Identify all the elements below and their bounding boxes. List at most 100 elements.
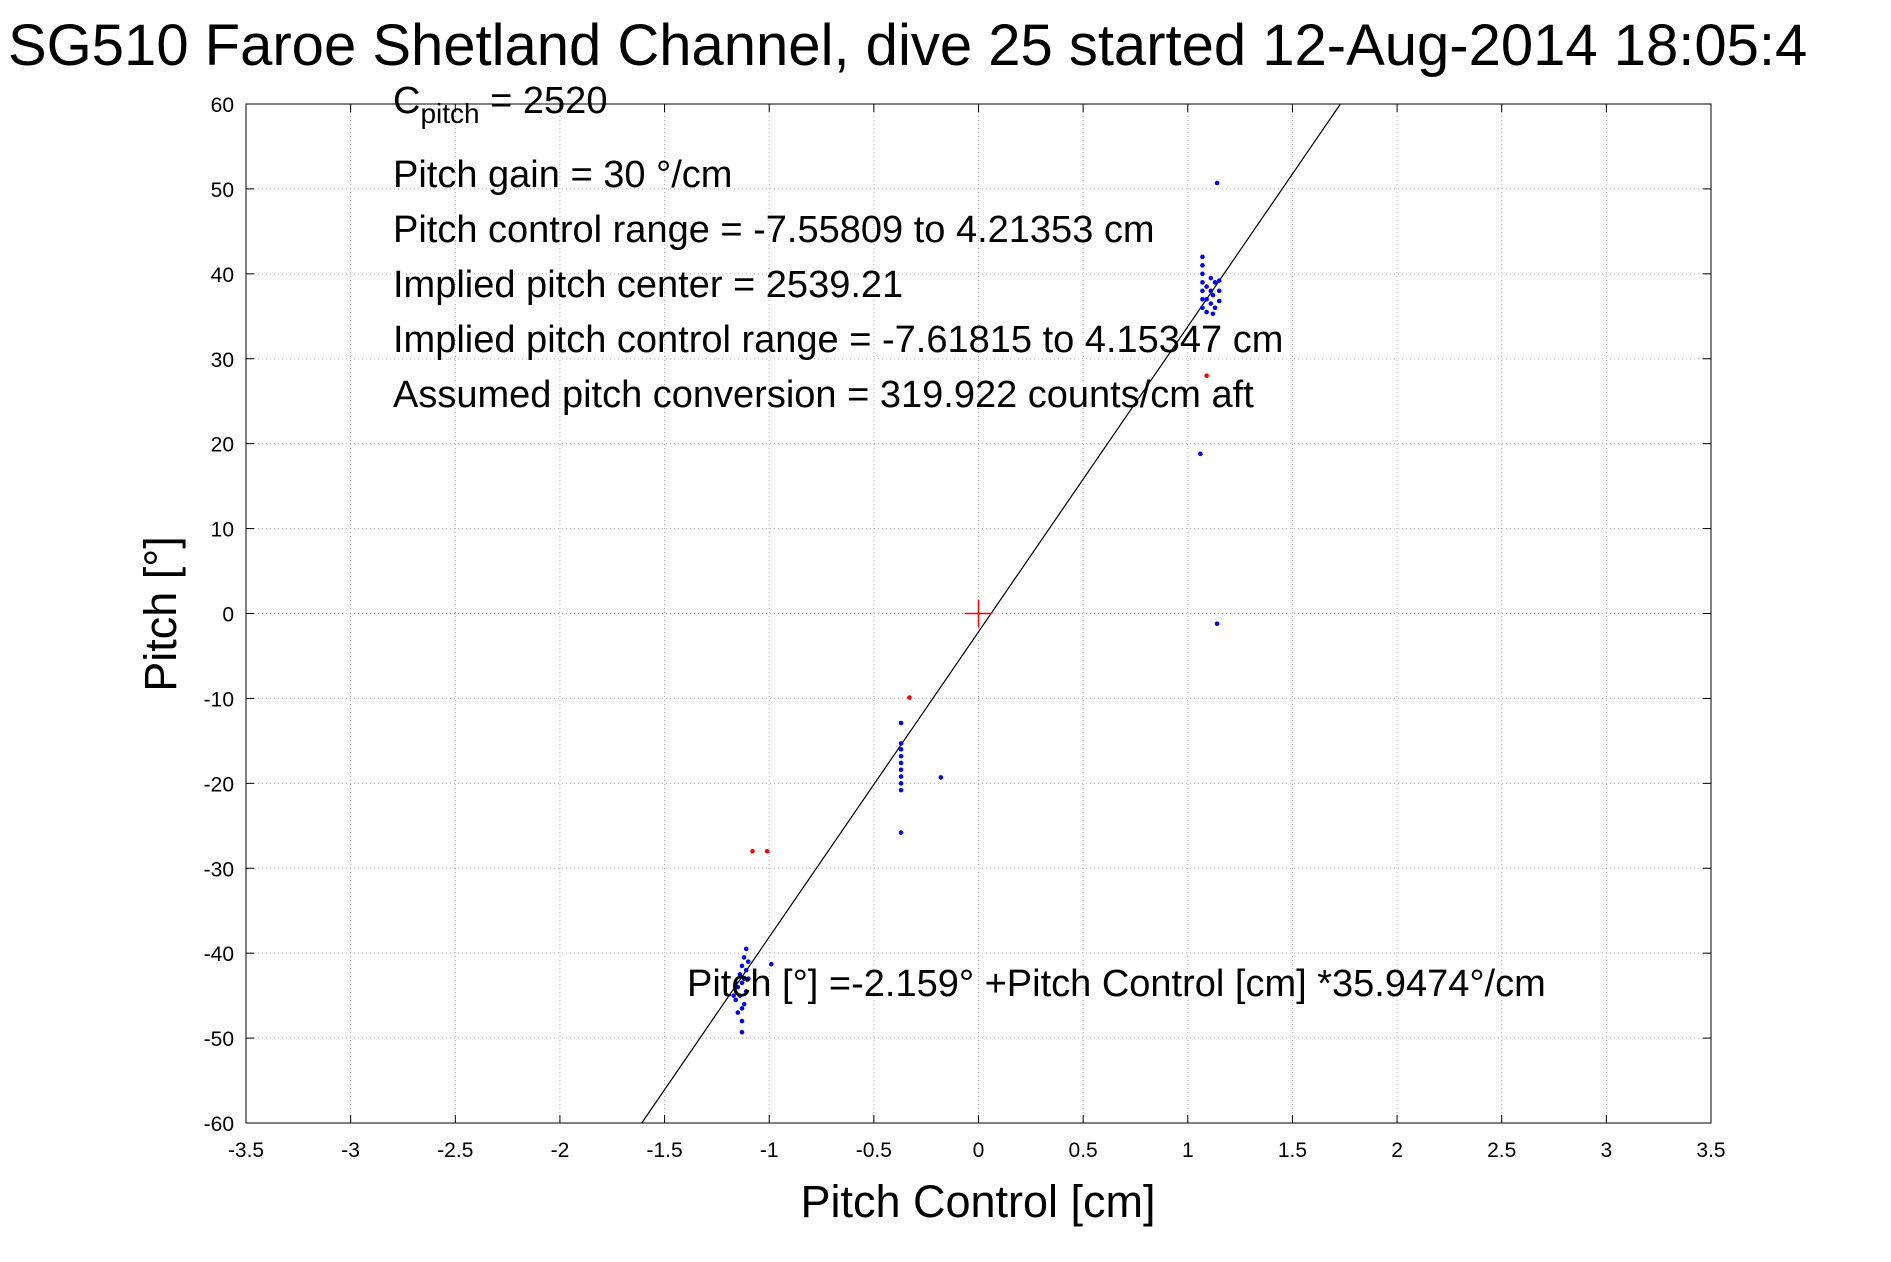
axis-ticks: -3.5 -3 -2.5 -2 -1.5 -1 -0.5 0 0.5 1 1.5 2 2.5 3 3.5 60… bbox=[204, 94, 1726, 1162]
data-point bbox=[739, 1018, 745, 1024]
data-point bbox=[743, 946, 749, 952]
c-pitch-subscript: pitch bbox=[420, 98, 480, 129]
x-tick-label: -1 bbox=[760, 1139, 779, 1162]
x-tick-label: -3.5 bbox=[228, 1139, 264, 1162]
data-point bbox=[750, 848, 755, 854]
data-point bbox=[1200, 280, 1205, 285]
c-pitch-symbol: C bbox=[393, 80, 421, 122]
data-point bbox=[1210, 311, 1216, 317]
y-tick-label: 10 bbox=[211, 519, 234, 542]
data-point bbox=[1200, 271, 1205, 277]
data-point bbox=[898, 830, 904, 835]
x-tick-label: -0.5 bbox=[856, 1139, 892, 1162]
data-point bbox=[733, 997, 739, 1003]
data-point bbox=[1200, 254, 1205, 260]
pitch-gain-annotation: Pitch gain = 30 °/cm bbox=[393, 154, 733, 196]
x-tick-label: 1 bbox=[1182, 1139, 1194, 1162]
data-point bbox=[735, 1010, 741, 1015]
data-point bbox=[898, 747, 904, 752]
implied-center-annotation: Implied pitch center = 2539.21 bbox=[393, 264, 904, 306]
data-point bbox=[739, 1006, 745, 1011]
data-point bbox=[739, 980, 745, 986]
x-tick-label: -1.5 bbox=[646, 1139, 682, 1162]
x-tick-label: 2 bbox=[1391, 1139, 1403, 1162]
data-point bbox=[907, 695, 912, 700]
data-point bbox=[1198, 451, 1203, 457]
chart-title: SG510 Faroe Shetland Channel, dive 25 st… bbox=[8, 13, 1808, 78]
data-point bbox=[764, 848, 770, 854]
y-axis-label: Pitch [°] bbox=[135, 536, 186, 692]
x-tick-label: -3 bbox=[341, 1139, 360, 1162]
data-point bbox=[1200, 305, 1205, 311]
data-point bbox=[898, 767, 904, 773]
data-point bbox=[745, 959, 751, 964]
data-point bbox=[1214, 621, 1220, 626]
data-points bbox=[731, 180, 1222, 1035]
x-tick-label: 2.5 bbox=[1487, 1139, 1516, 1162]
data-point bbox=[743, 967, 749, 973]
x-axis-label: Pitch Control [cm] bbox=[800, 1176, 1155, 1227]
y-tick-label: 40 bbox=[211, 264, 234, 287]
data-point bbox=[739, 963, 745, 969]
implied-range-annotation: Implied pitch control range = -7.61815 t… bbox=[393, 319, 1284, 361]
data-point bbox=[731, 993, 736, 998]
fit-equation-annotation: Pitch [°] =-2.159° +Pitch Control [cm] *… bbox=[687, 963, 1546, 1005]
data-point bbox=[1208, 301, 1214, 306]
data-point bbox=[1216, 278, 1222, 283]
data-point bbox=[745, 976, 751, 981]
data-point bbox=[1214, 180, 1220, 186]
y-tick-label: 0 bbox=[222, 604, 234, 627]
data-point bbox=[1216, 298, 1222, 304]
data-point bbox=[737, 993, 743, 998]
y-tick-label: 20 bbox=[211, 434, 234, 457]
y-tick-label: 50 bbox=[211, 179, 234, 202]
data-point bbox=[1210, 292, 1216, 298]
x-tick-label: 0 bbox=[973, 1139, 985, 1162]
x-tick-label: -2.5 bbox=[437, 1139, 473, 1162]
y-tick-label: -50 bbox=[204, 1028, 234, 1051]
data-point bbox=[1204, 284, 1209, 289]
center-marker bbox=[964, 599, 993, 628]
x-tick-label: 3 bbox=[1601, 1139, 1613, 1162]
data-point bbox=[1204, 297, 1209, 302]
data-point bbox=[898, 781, 904, 786]
x-tick-label: 3.5 bbox=[1696, 1139, 1725, 1162]
y-tick-label: -10 bbox=[204, 688, 234, 711]
data-point bbox=[898, 774, 904, 779]
data-point bbox=[1208, 275, 1214, 281]
data-point bbox=[1200, 263, 1205, 268]
data-point bbox=[743, 989, 749, 994]
data-point bbox=[739, 1029, 745, 1035]
data-point bbox=[733, 980, 739, 986]
c-pitch-annotation: Cpitch = 2520 bbox=[393, 80, 607, 130]
data-point bbox=[769, 961, 774, 967]
data-point bbox=[898, 760, 904, 766]
data-point bbox=[898, 720, 904, 726]
data-point bbox=[1216, 288, 1222, 294]
data-point bbox=[1204, 373, 1209, 379]
c-pitch-value: = 2520 bbox=[479, 80, 608, 122]
data-point bbox=[735, 984, 741, 990]
control-range-annotation: Pitch control range = -7.55809 to 4.2135… bbox=[393, 209, 1155, 251]
data-point bbox=[1200, 288, 1205, 294]
data-point bbox=[1200, 297, 1205, 302]
y-tick-label: -60 bbox=[204, 1113, 234, 1136]
data-point bbox=[898, 787, 904, 793]
data-point bbox=[741, 955, 747, 960]
x-tick-label: 1.5 bbox=[1278, 1139, 1307, 1162]
y-tick-label: 60 bbox=[211, 94, 234, 117]
data-point bbox=[938, 775, 944, 780]
data-point bbox=[741, 1001, 747, 1007]
grid-lines bbox=[245, 103, 1712, 1124]
data-point bbox=[898, 753, 904, 759]
x-tick-label: -2 bbox=[551, 1139, 570, 1162]
data-point bbox=[1204, 309, 1209, 315]
y-tick-label: -30 bbox=[204, 858, 234, 881]
data-point bbox=[1208, 288, 1214, 294]
y-tick-label: -20 bbox=[204, 773, 234, 796]
data-point bbox=[898, 741, 904, 746]
data-point bbox=[1212, 280, 1218, 285]
data-point bbox=[741, 976, 747, 981]
conversion-annotation: Assumed pitch conversion = 319.922 count… bbox=[393, 374, 1254, 416]
